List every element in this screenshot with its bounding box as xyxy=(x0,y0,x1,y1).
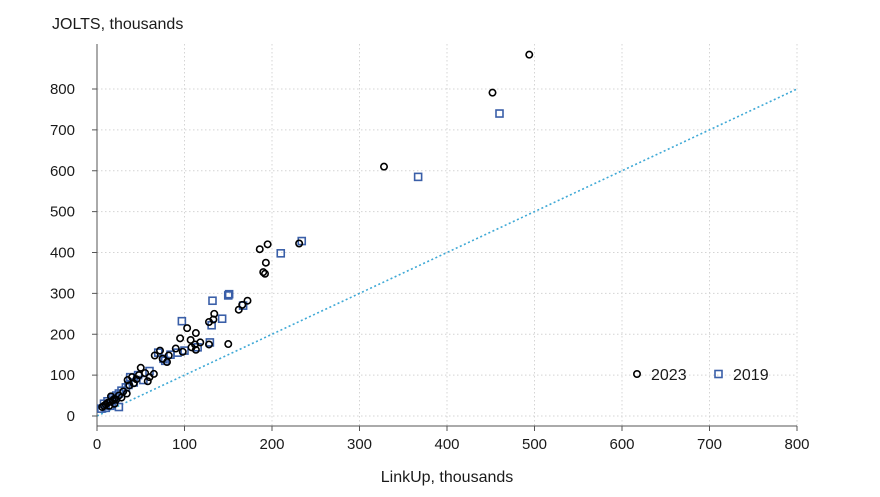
point-2023 xyxy=(186,335,195,344)
x-tick-label: 600 xyxy=(609,436,634,453)
chart-axes: 0 100 200 300 400 500 600 700 800 0 100 200 300 400 50… xyxy=(50,44,810,453)
point-2023 xyxy=(255,245,264,254)
point-2019 xyxy=(217,314,227,324)
point-2023 xyxy=(176,334,185,343)
reference-line xyxy=(96,88,798,417)
x-tick-label: 200 xyxy=(259,436,284,453)
point-2023 xyxy=(525,50,534,59)
point-2023 xyxy=(107,392,116,401)
point-2023 xyxy=(150,351,159,360)
x-tick-label: 400 xyxy=(434,436,459,453)
reference-line-group xyxy=(96,88,798,417)
point-2023 xyxy=(488,88,497,97)
x-tick-label: 800 xyxy=(784,436,809,453)
point-2023 xyxy=(191,345,200,354)
legend-item-2019: 2019 xyxy=(714,367,769,384)
legend-label-2019: 2019 xyxy=(733,367,769,384)
x-tick-label: 500 xyxy=(522,436,547,453)
y-tick-label: 500 xyxy=(50,204,75,221)
point-2023 xyxy=(234,305,243,314)
data-points xyxy=(97,50,534,413)
x-axis-title: LinkUp, thousands xyxy=(381,469,514,486)
x-tick-label: 100 xyxy=(172,436,197,453)
y-tick-label: 300 xyxy=(50,285,75,302)
x-tick-label: 300 xyxy=(347,436,372,453)
y-tick-label: 800 xyxy=(50,81,75,98)
chart-grid xyxy=(96,44,798,426)
point-2023 xyxy=(110,399,119,408)
point-2023 xyxy=(98,403,107,412)
legend-marker-square xyxy=(714,369,723,379)
x-tick-label: 700 xyxy=(697,436,722,453)
point-2023 xyxy=(261,258,270,267)
point-2023 xyxy=(171,344,180,353)
point-2023 xyxy=(143,377,152,386)
legend-label-2023: 2023 xyxy=(651,367,687,384)
point-2019 xyxy=(413,172,423,182)
point-2023 xyxy=(178,347,187,356)
y-tick-label: 400 xyxy=(50,245,75,262)
point-2023 xyxy=(125,381,134,390)
point-2023 xyxy=(243,296,252,305)
legend-item-2023: 2023 xyxy=(632,367,687,384)
point-2019 xyxy=(208,296,217,306)
y-tick-label: 200 xyxy=(50,326,75,343)
point-2019 xyxy=(177,316,187,326)
y-tick-label: 700 xyxy=(50,122,75,139)
x-tick-label: 0 xyxy=(93,436,101,453)
chart-legend: 2023 2019 xyxy=(632,367,769,384)
point-2023 xyxy=(163,358,172,367)
point-2023 xyxy=(145,373,154,382)
point-2019 xyxy=(495,109,504,118)
y-tick-label: 0 xyxy=(67,408,75,425)
point-2019 xyxy=(223,291,233,300)
point-2023 xyxy=(260,269,269,278)
y-tick-label: 100 xyxy=(50,367,75,384)
point-2023 xyxy=(379,162,388,171)
y-axis-title: JOLTS, thousands xyxy=(52,16,183,33)
point-2019 xyxy=(224,289,234,299)
point-2023 xyxy=(183,324,192,333)
point-2023 xyxy=(136,363,145,372)
point-2023 xyxy=(191,329,200,338)
point-2019 xyxy=(276,249,286,258)
point-2023 xyxy=(224,340,233,349)
point-2023 xyxy=(295,239,304,248)
point-2023 xyxy=(205,317,214,326)
point-2023 xyxy=(129,379,138,388)
y-tick-label: 600 xyxy=(50,163,75,180)
legend-marker-circle xyxy=(632,369,641,378)
point-2023 xyxy=(259,268,268,277)
point-2023 xyxy=(205,340,214,349)
point-2023 xyxy=(263,240,272,249)
point-2023 xyxy=(122,389,131,398)
point-2023 xyxy=(156,346,165,355)
